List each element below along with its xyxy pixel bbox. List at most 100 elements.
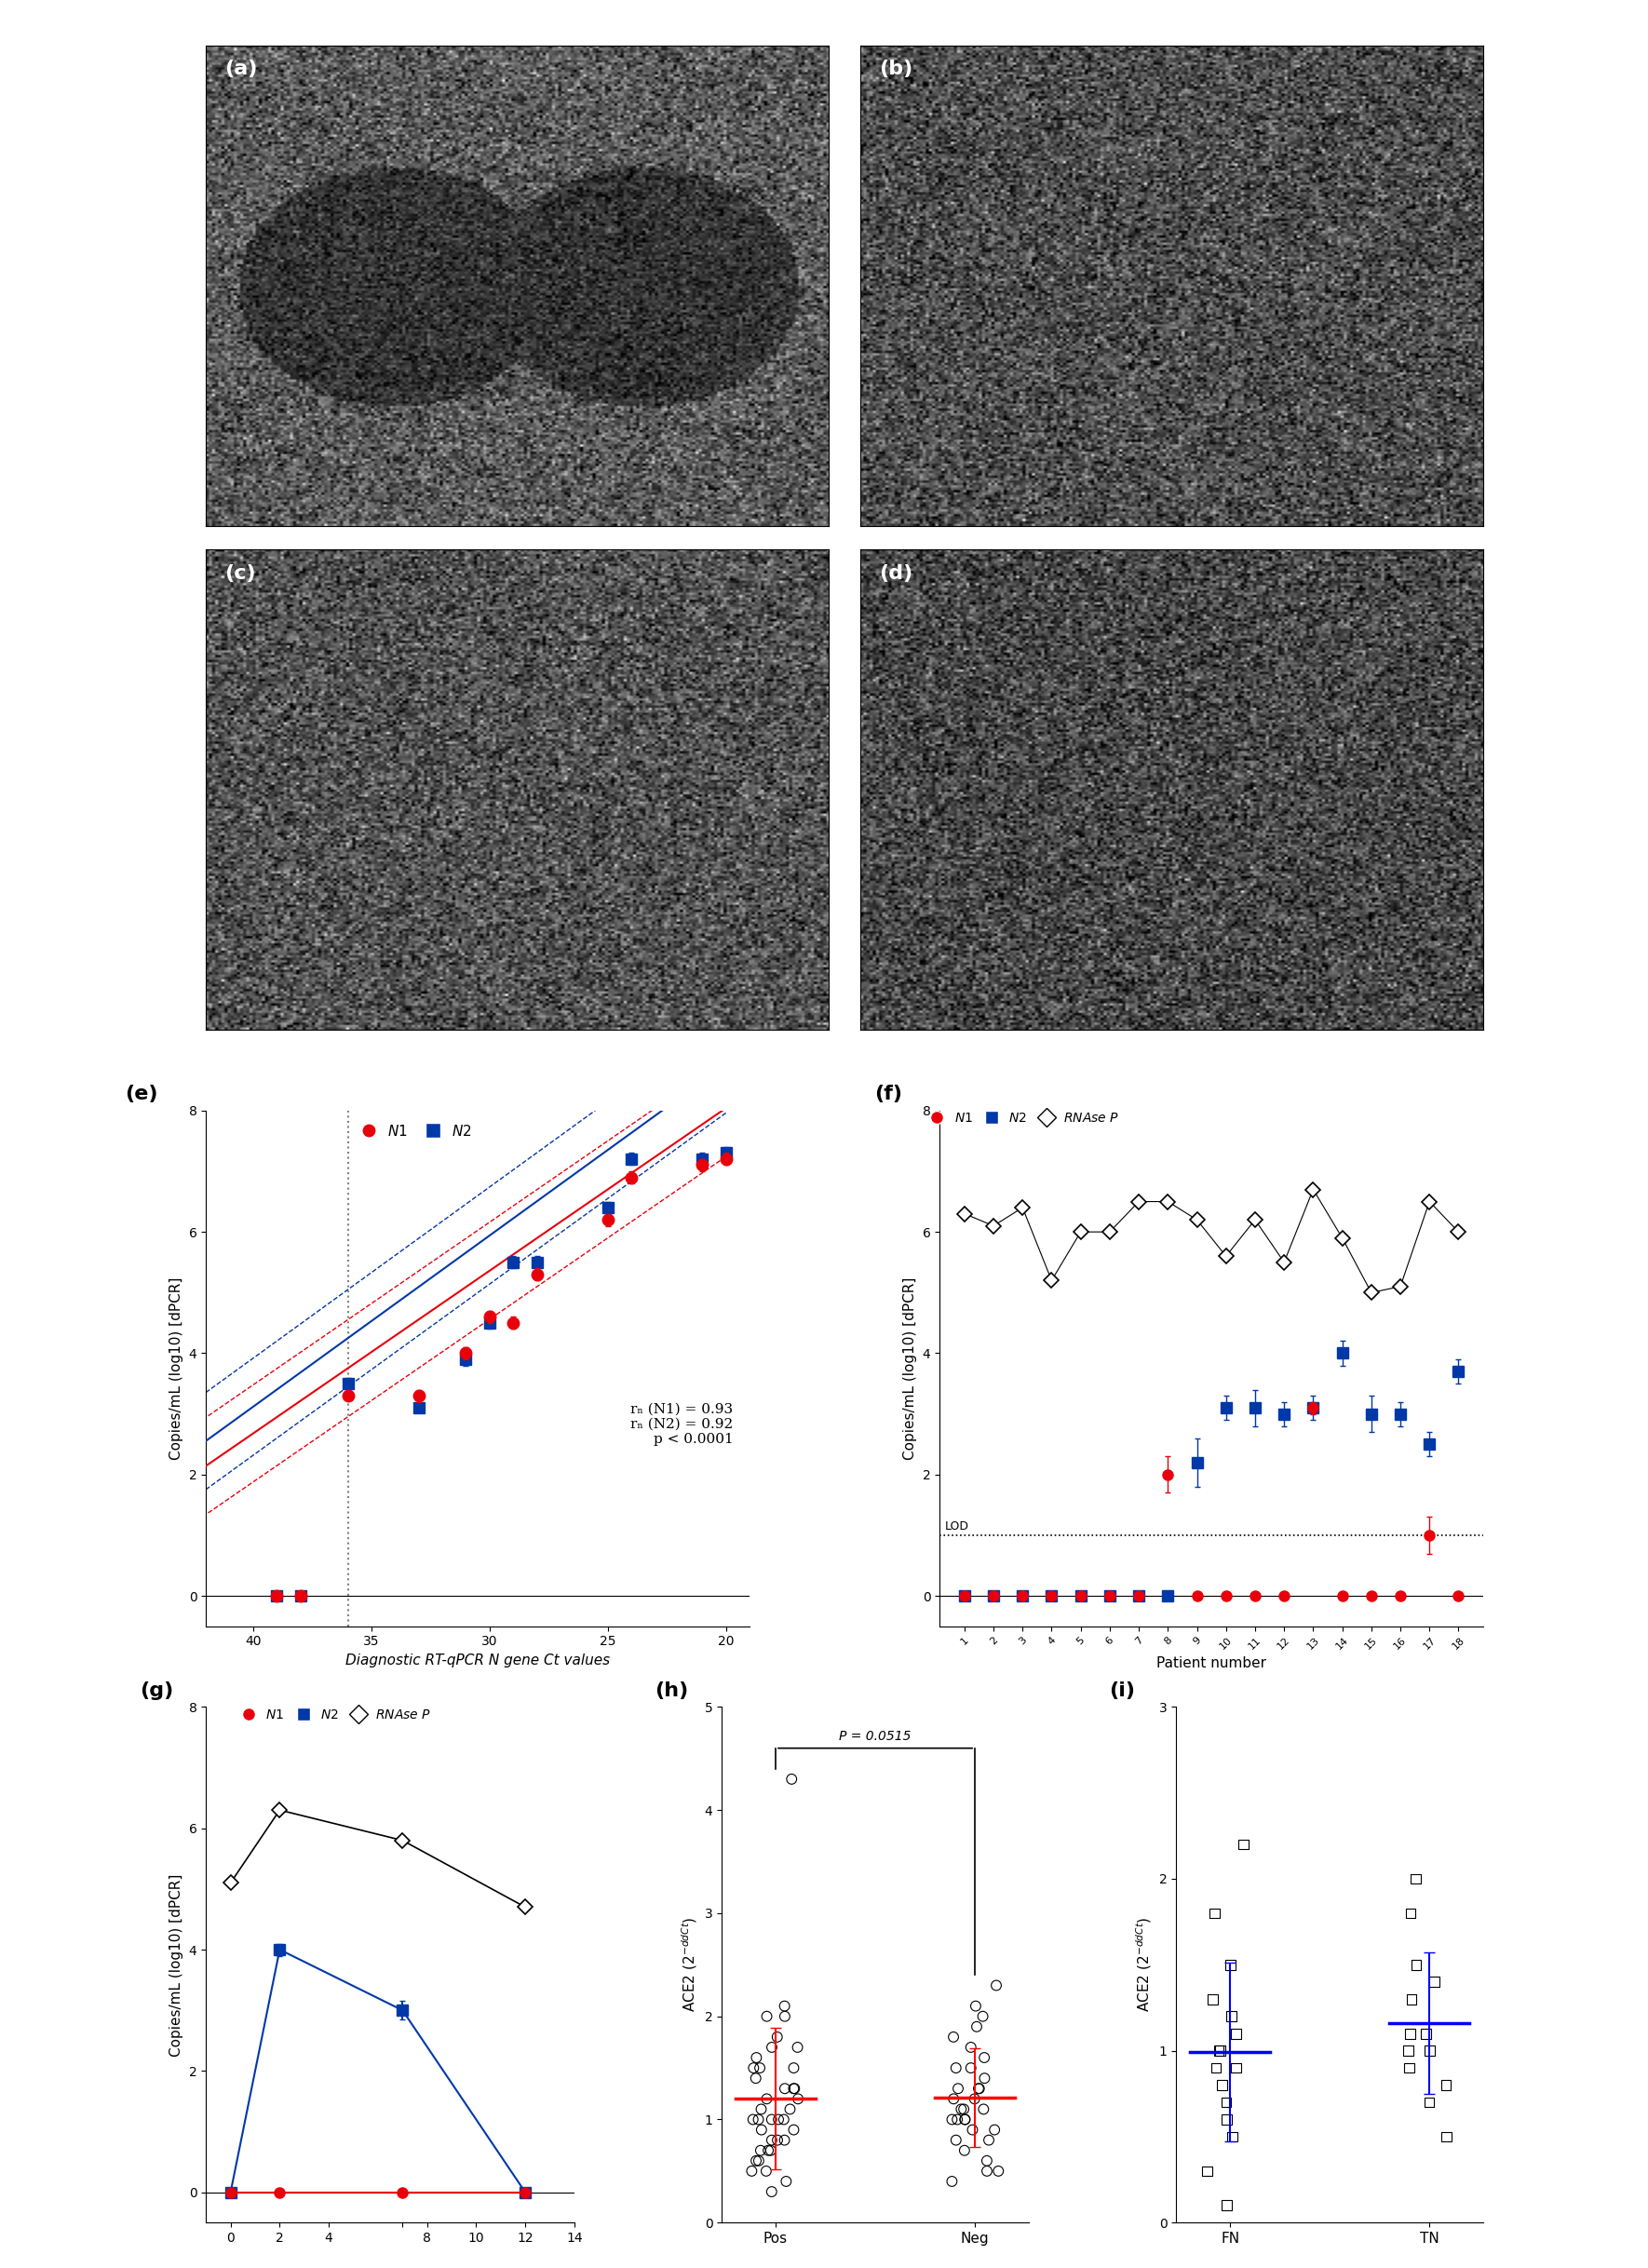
Point — [1231, 1826, 1257, 1862]
Point — [943, 2123, 969, 2159]
Point — [738, 2152, 765, 2189]
X-axis label: Diagnostic RT-qPCR N gene Ct values: Diagnostic RT-qPCR N gene Ct values — [346, 1653, 610, 1667]
Point — [748, 2091, 775, 2127]
Point — [941, 2080, 967, 2116]
Point — [753, 1998, 780, 2034]
Point — [1402, 1946, 1429, 1982]
Text: (g): (g) — [140, 1681, 173, 1699]
Point — [771, 2102, 798, 2139]
Point — [1208, 2066, 1234, 2102]
Text: (e): (e) — [125, 1084, 158, 1105]
Point — [951, 2132, 977, 2168]
Point — [957, 2030, 984, 2066]
Point — [1200, 1980, 1226, 2016]
Point — [941, 2019, 967, 2055]
Point — [961, 2080, 987, 2116]
Point — [1218, 1946, 1244, 1982]
Point — [781, 2071, 808, 2107]
Point — [1412, 2016, 1439, 2053]
Y-axis label: ACE2 (2$^{-ddCt}$): ACE2 (2$^{-ddCt}$) — [1134, 1916, 1154, 2012]
Point — [743, 2143, 770, 2180]
Text: (i): (i) — [1109, 1681, 1135, 1699]
Text: (b): (b) — [878, 59, 913, 79]
Point — [1396, 2032, 1422, 2068]
Y-axis label: Copies/mL (log10) [dPCR]: Copies/mL (log10) [dPCR] — [170, 1277, 183, 1461]
Text: (f): (f) — [875, 1084, 903, 1105]
Point — [773, 2164, 799, 2200]
Point — [743, 2059, 770, 2096]
Text: (h): (h) — [654, 1681, 687, 1699]
Point — [753, 2152, 780, 2189]
Point — [748, 2132, 775, 2168]
Point — [957, 2050, 984, 2087]
Text: (c): (c) — [224, 565, 255, 583]
Point — [1398, 2016, 1424, 2053]
Point — [781, 2050, 808, 2087]
Point — [758, 2123, 784, 2159]
Point — [953, 2102, 979, 2139]
Point — [1421, 1964, 1447, 2000]
Legend: $\it{N1}$, $\it{N2}$, $\it{RNAse\ P}$: $\it{N1}$, $\it{N2}$, $\it{RNAse\ P}$ — [920, 1107, 1124, 1129]
Point — [971, 2039, 997, 2075]
Point — [974, 2143, 1000, 2180]
Point — [976, 2123, 1002, 2159]
Point — [755, 2132, 781, 2168]
Text: LOD: LOD — [946, 1520, 969, 1533]
Point — [758, 2173, 784, 2209]
Point — [740, 2102, 766, 2139]
X-axis label: Patient number: Patient number — [1157, 1656, 1266, 1669]
Point — [1434, 2118, 1460, 2155]
Legend: $\it{N1}$, $\it{N2}$, $\it{RNAse\ P}$: $\it{N1}$, $\it{N2}$, $\it{RNAse\ P}$ — [231, 1703, 437, 1726]
Point — [781, 2112, 808, 2148]
Point — [765, 2102, 791, 2139]
Point — [969, 1998, 995, 2034]
Point — [745, 2102, 771, 2139]
Point — [771, 1987, 798, 2023]
Point — [778, 1760, 804, 1796]
Point — [784, 2080, 811, 2116]
Point — [776, 2091, 803, 2127]
Point — [971, 2059, 997, 2096]
Point — [1203, 2050, 1229, 2087]
Point — [1396, 2050, 1422, 2087]
Point — [753, 2080, 780, 2116]
Point — [939, 2164, 966, 2200]
Text: rₙ (N1) = 0.93
rₙ (N2) = 0.92
p < 0.0001: rₙ (N1) = 0.93 rₙ (N2) = 0.92 p < 0.0001 — [631, 1402, 733, 1445]
Point — [1218, 1998, 1244, 2034]
Y-axis label: ACE2 (2$^{-ddCt}$): ACE2 (2$^{-ddCt}$) — [681, 1916, 699, 2012]
Text: (a): (a) — [224, 59, 257, 79]
Point — [971, 2091, 997, 2127]
Point — [1416, 2084, 1442, 2121]
Point — [765, 2019, 791, 2055]
Point — [1206, 2032, 1233, 2068]
Point — [939, 2102, 966, 2139]
Point — [758, 2030, 784, 2066]
Point — [1399, 1980, 1426, 2016]
Point — [1416, 2032, 1442, 2068]
Point — [771, 1998, 798, 2034]
Y-axis label: Copies/mL (log10) [dPCR]: Copies/mL (log10) [dPCR] — [170, 1873, 183, 2057]
Point — [944, 2071, 971, 2107]
Point — [1215, 2186, 1241, 2223]
Point — [784, 2030, 811, 2066]
Point — [966, 2071, 992, 2107]
Point — [747, 2050, 773, 2087]
Point — [1213, 2084, 1239, 2121]
Point — [748, 2112, 775, 2148]
Point — [1223, 2016, 1249, 2053]
Legend: $\it{N1}$, $\it{N2}$: $\it{N1}$, $\it{N2}$ — [349, 1118, 478, 1143]
Point — [944, 2102, 971, 2139]
Point — [745, 2143, 771, 2180]
Point — [986, 2152, 1012, 2189]
Point — [740, 2050, 766, 2087]
Point — [758, 2102, 784, 2139]
Point — [1208, 2032, 1234, 2068]
Point — [966, 2071, 992, 2107]
Point — [743, 2039, 770, 2075]
Point — [1195, 2152, 1221, 2189]
Point — [771, 2123, 798, 2159]
Point — [1213, 2102, 1239, 2139]
Point — [943, 2050, 969, 2087]
Point — [984, 1966, 1010, 2003]
Point — [1402, 1860, 1429, 1896]
